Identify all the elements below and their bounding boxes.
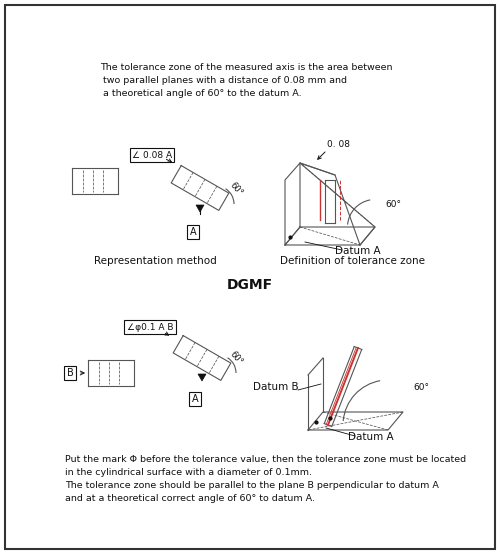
Text: ∠ 0.08 A: ∠ 0.08 A <box>132 151 172 160</box>
Text: in the cylindrical surface with a diameter of 0.1mm.: in the cylindrical surface with a diamet… <box>65 468 312 477</box>
Text: Datum A: Datum A <box>335 246 380 256</box>
Text: Datum A: Datum A <box>348 432 394 442</box>
Text: A: A <box>190 227 196 237</box>
Text: 60°: 60° <box>413 383 429 392</box>
Text: a theoretical angle of 60° to the datum A.: a theoretical angle of 60° to the datum … <box>100 89 302 98</box>
Polygon shape <box>196 205 204 212</box>
Text: two parallel planes with a distance of 0.08 mm and: two parallel planes with a distance of 0… <box>100 76 347 85</box>
Text: 60°: 60° <box>228 350 244 367</box>
Text: Representation method: Representation method <box>94 256 216 266</box>
Text: ∠φ0.1 A B: ∠φ0.1 A B <box>127 322 174 331</box>
Text: and at a theoretical correct angle of 60° to datum A.: and at a theoretical correct angle of 60… <box>65 494 315 503</box>
Text: 60°: 60° <box>385 200 401 209</box>
Polygon shape <box>198 374 206 381</box>
Text: A: A <box>192 394 198 404</box>
Text: B: B <box>66 368 73 378</box>
Text: DGMF: DGMF <box>227 278 273 292</box>
Text: Put the mark Φ before the tolerance value, then the tolerance zone must be locat: Put the mark Φ before the tolerance valu… <box>65 455 466 464</box>
Text: Datum B: Datum B <box>253 382 298 392</box>
Text: 0. 08: 0. 08 <box>327 140 350 149</box>
Text: 60°: 60° <box>228 181 244 198</box>
Text: The tolerance zone should be parallel to the plane B perpendicular to datum A: The tolerance zone should be parallel to… <box>65 481 439 490</box>
Text: Definition of tolerance zone: Definition of tolerance zone <box>280 256 424 266</box>
Text: The tolerance zone of the measured axis is the area between: The tolerance zone of the measured axis … <box>100 63 392 72</box>
